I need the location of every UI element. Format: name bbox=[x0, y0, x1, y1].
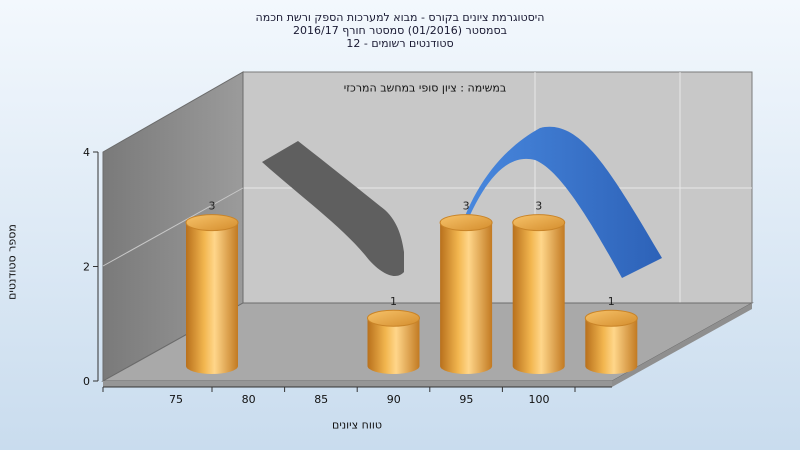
bar-body bbox=[512, 222, 565, 374]
x-tick-label: 90 bbox=[387, 393, 401, 406]
curve-front-ribbon bbox=[455, 126, 662, 278]
bar-body bbox=[440, 222, 493, 374]
chart-title: היסטוגרמת ציונים בקורס - מבוא למערכות הס… bbox=[0, 11, 800, 50]
left-wall-gridline bbox=[102, 187, 244, 267]
bar-body bbox=[367, 318, 420, 374]
x-tick-label: 75 bbox=[169, 393, 183, 406]
bar: 3 bbox=[185, 200, 239, 374]
bar-cap bbox=[512, 214, 566, 232]
x-axis-ticks: 75 80 85 90 95 100 bbox=[102, 387, 576, 406]
x-tick-label: 80 bbox=[242, 393, 256, 406]
curve-back-ribbon bbox=[262, 141, 404, 276]
bar-body bbox=[186, 222, 238, 374]
bar-value-label: 3 bbox=[209, 200, 216, 213]
y-tick-label: 0 bbox=[83, 375, 90, 388]
y-axis-ticks: 0 2 4 bbox=[83, 146, 98, 388]
title-line-students: סטודנטים רשומים - 12 bbox=[346, 37, 454, 50]
bar-value-label: 3 bbox=[535, 200, 542, 213]
bar-cap bbox=[367, 309, 420, 327]
floor-front-face bbox=[103, 381, 612, 387]
y-axis-label: מספר סטודנטים bbox=[5, 224, 19, 300]
bar-value-label: 1 bbox=[390, 295, 397, 308]
title-line-course: היסטוגרמת ציונים בקורס - מבוא למערכות הס… bbox=[255, 11, 545, 24]
bar-cap bbox=[185, 214, 239, 232]
bar-value-label: 3 bbox=[463, 200, 470, 213]
bar: 1 bbox=[367, 295, 420, 374]
y-tick-label: 2 bbox=[83, 261, 90, 274]
title-line-semester: בסמסטר (01/2016) סמסטר חורף 2016/17 bbox=[293, 24, 507, 37]
bar: 3 bbox=[439, 200, 493, 374]
bar: 3 bbox=[512, 200, 566, 374]
bar-body bbox=[585, 318, 638, 374]
bar-value-label: 1 bbox=[608, 295, 615, 308]
x-tick-label: 95 bbox=[459, 393, 473, 406]
x-tick-label: 85 bbox=[314, 393, 328, 406]
bar-cap bbox=[439, 214, 493, 232]
y-tick-label: 4 bbox=[83, 146, 90, 159]
x-tick-label: 100 bbox=[529, 393, 550, 406]
bar: 1 bbox=[584, 295, 638, 374]
bars-group: 3 1 3 3 1 bbox=[185, 200, 638, 374]
chart-annotation: במשימה : ציון סופי במחשב המרכזי bbox=[343, 81, 507, 95]
bar-cap bbox=[584, 309, 638, 327]
x-axis-label: טווח ציונים bbox=[332, 418, 382, 432]
floor-front-edge bbox=[612, 303, 752, 387]
